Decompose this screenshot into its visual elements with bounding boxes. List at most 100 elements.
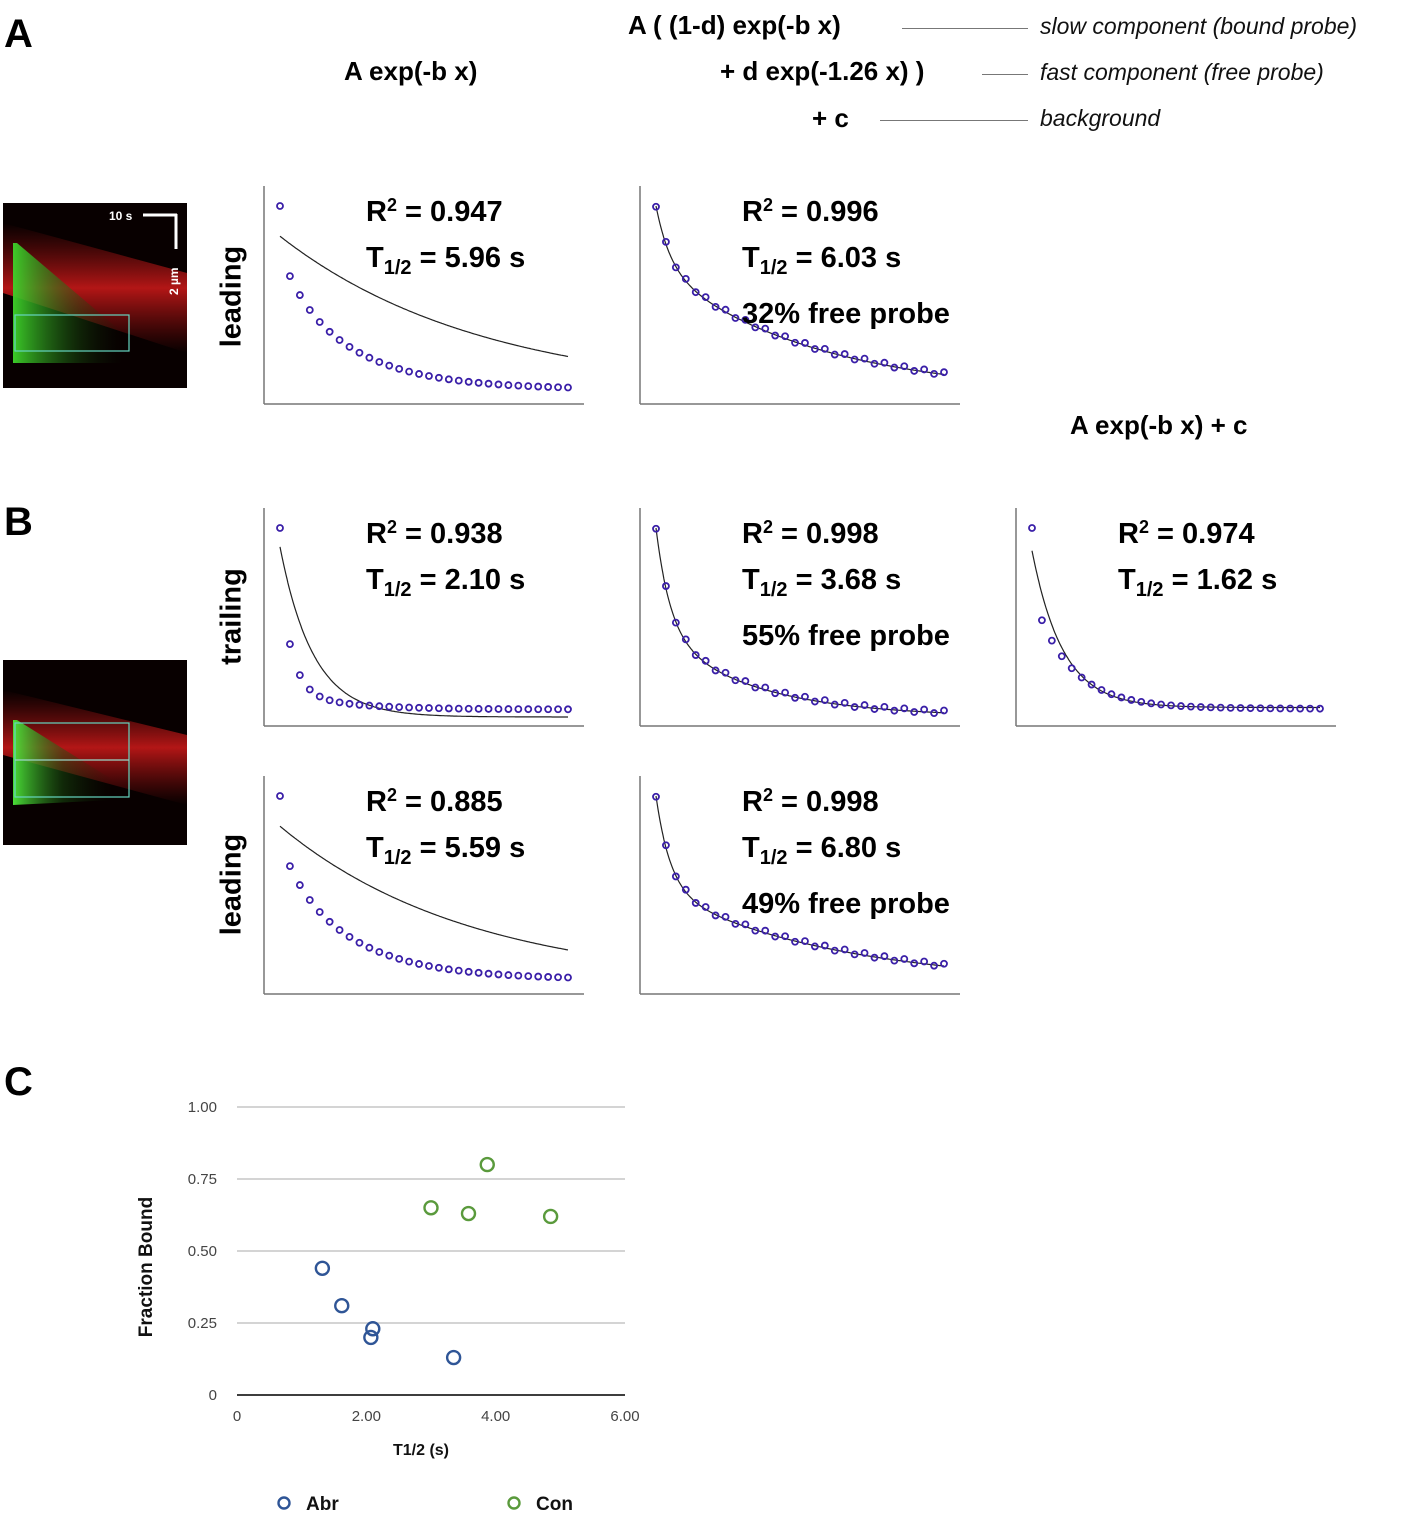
- half-life-label: T1/2 = 6.80 s: [742, 825, 950, 881]
- data-point: [454, 704, 463, 713]
- data-point: [741, 677, 750, 685]
- data-point: [1256, 704, 1265, 713]
- data-point: [681, 635, 690, 644]
- y-tick-label: 0.50: [188, 1243, 217, 1260]
- r-symbol: R: [1118, 518, 1139, 550]
- fit-stats: R2 = 0.974 T1/2 = 1.62 s: [1118, 504, 1277, 613]
- decay-plot-b-trailing-single: R2 = 0.938 T1/2 = 2.10 s: [262, 508, 586, 730]
- x-tick-label: 0: [233, 1408, 241, 1425]
- data-point: [701, 656, 710, 665]
- data-point: [920, 705, 929, 714]
- data-point: [494, 705, 503, 713]
- data-point: [940, 706, 948, 715]
- data-point: [930, 369, 938, 378]
- subscript-half: 1/2: [383, 579, 412, 601]
- superscript-2: 2: [762, 517, 773, 537]
- equation-double-line2: + d exp(-1.26 x) ): [720, 56, 925, 86]
- data-point: [276, 202, 284, 210]
- data-point: [771, 932, 780, 941]
- data-point: [385, 702, 394, 711]
- r-symbol: R: [366, 786, 387, 818]
- data-point: [662, 582, 670, 590]
- data-point: [335, 336, 344, 344]
- data-point: [1028, 524, 1036, 532]
- scatter-point-abr: [365, 1321, 381, 1337]
- fit-curve: [655, 795, 945, 967]
- t-symbol: T: [366, 564, 384, 596]
- data-point: [830, 350, 839, 359]
- data-point: [940, 368, 948, 377]
- data-point: [701, 903, 710, 911]
- data-point: [731, 314, 740, 322]
- data-point: [425, 962, 433, 970]
- data-point: [444, 375, 453, 384]
- data-point: [860, 949, 869, 957]
- scatter-point-con: [542, 1208, 559, 1225]
- r-squared-value: = 0.885: [396, 786, 503, 818]
- roi-box-leading: [14, 314, 130, 352]
- data-point: [761, 324, 770, 333]
- superscript-2: 2: [386, 517, 397, 537]
- data-point: [1097, 686, 1106, 694]
- data-point: [405, 367, 414, 376]
- data-point: [415, 960, 423, 968]
- data-point: [850, 355, 859, 364]
- data-point: [1306, 704, 1314, 713]
- data-point: [711, 302, 720, 311]
- data-point: [850, 703, 859, 711]
- data-point: [910, 367, 919, 375]
- data-point: [840, 945, 849, 954]
- half-life-value: = 3.68 s: [787, 564, 902, 596]
- t-symbol: T: [366, 242, 384, 274]
- data-point: [1206, 703, 1215, 712]
- row-label-b-trailing: trailing: [215, 568, 248, 665]
- data-point: [900, 955, 909, 963]
- data-point: [286, 862, 294, 871]
- data-point: [830, 946, 839, 955]
- data-point: [355, 938, 364, 947]
- data-point: [681, 274, 690, 283]
- data-point: [325, 327, 334, 336]
- data-point: [395, 954, 404, 963]
- data-point: [1286, 704, 1295, 713]
- data-point: [781, 932, 790, 941]
- data-point: [691, 288, 700, 297]
- data-point: [761, 683, 770, 692]
- data-point: [444, 704, 453, 713]
- data-point: [751, 926, 760, 935]
- half-life-label: T1/2 = 3.68 s: [742, 557, 950, 613]
- data-point: [554, 705, 562, 714]
- data-point: [335, 926, 344, 934]
- half-life-value: = 6.03 s: [787, 242, 902, 274]
- t-symbol: T: [742, 564, 760, 596]
- decay-plot-b-leading-double: R2 = 0.998 T1/2 = 6.80 s 49% free probe: [638, 776, 962, 998]
- data-point: [751, 323, 760, 332]
- scatter-point-abr: [363, 1329, 379, 1346]
- data-point: [1167, 701, 1175, 710]
- data-point: [741, 920, 750, 929]
- scatter-point-abr: [445, 1349, 462, 1366]
- data-point: [691, 899, 700, 907]
- data-point: [295, 671, 304, 680]
- half-life-value: = 6.80 s: [787, 832, 902, 864]
- data-point: [820, 941, 829, 950]
- data-point: [890, 956, 899, 965]
- decay-plot-svg: [263, 186, 584, 405]
- data-point: [564, 973, 572, 982]
- data-point: [900, 704, 909, 713]
- red-channel-band: [3, 690, 187, 805]
- data-point: [662, 237, 670, 246]
- data-point: [276, 792, 284, 800]
- data-point: [1117, 693, 1126, 702]
- scale-label-time: 10 s: [109, 209, 133, 223]
- data-point: [820, 696, 829, 705]
- data-point: [504, 705, 513, 713]
- data-point: [801, 692, 809, 701]
- data-point: [474, 704, 483, 713]
- r-squared-label: R2 = 0.996: [742, 182, 950, 235]
- panel-label-b: B: [4, 500, 33, 544]
- desc-fast-component: fast component (free probe): [1040, 59, 1324, 85]
- data-point: [534, 382, 543, 391]
- scatter-point-abr: [314, 1260, 331, 1276]
- free-probe-label: 49% free probe: [742, 888, 950, 920]
